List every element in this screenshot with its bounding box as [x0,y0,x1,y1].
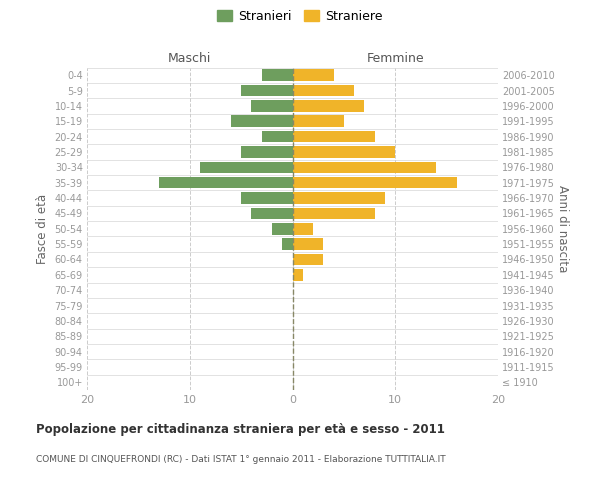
Bar [293,100,364,112]
Bar [241,85,293,96]
Bar [200,162,293,173]
Text: Maschi: Maschi [168,52,211,65]
Bar [293,254,323,265]
Text: Femmine: Femmine [367,52,424,65]
Bar [293,223,313,234]
Y-axis label: Fasce di età: Fasce di età [36,194,49,264]
Bar [293,162,436,173]
Legend: Stranieri, Straniere: Stranieri, Straniere [213,6,387,26]
Bar [231,116,293,127]
Bar [282,238,293,250]
Bar [293,269,303,280]
Bar [293,177,457,188]
Bar [293,116,344,127]
Bar [293,85,354,96]
Text: COMUNE DI CINQUEFRONDI (RC) - Dati ISTAT 1° gennaio 2011 - Elaborazione TUTTITAL: COMUNE DI CINQUEFRONDI (RC) - Dati ISTAT… [36,455,446,464]
Bar [293,192,385,204]
Bar [293,208,375,219]
Bar [293,131,375,142]
Bar [293,146,395,158]
Bar [241,192,293,204]
Bar [251,100,293,112]
Bar [241,146,293,158]
Bar [159,177,293,188]
Text: Popolazione per cittadinanza straniera per età e sesso - 2011: Popolazione per cittadinanza straniera p… [36,422,445,436]
Bar [293,70,334,81]
Y-axis label: Anni di nascita: Anni di nascita [556,185,569,272]
Bar [262,70,293,81]
Bar [293,238,323,250]
Bar [262,131,293,142]
Bar [272,223,293,234]
Bar [251,208,293,219]
